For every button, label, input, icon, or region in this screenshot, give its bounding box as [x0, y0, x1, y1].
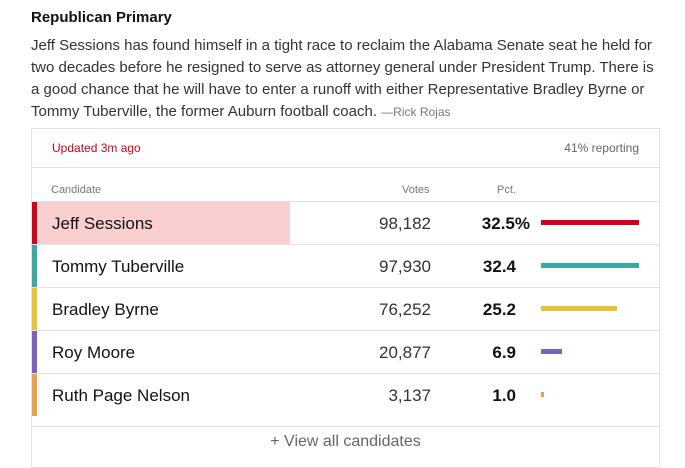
- candidate-votes: 76,252: [379, 300, 431, 319]
- party-color-stripe: [32, 288, 37, 330]
- candidate-row: Tommy Tuberville 97,930 32.4: [32, 244, 659, 287]
- candidate-pct: 25.2: [482, 300, 516, 319]
- candidate-pct: 1.0: [492, 386, 516, 405]
- candidate-votes: 98,182: [379, 214, 431, 233]
- candidate-name: Ruth Page Nelson: [52, 386, 190, 405]
- vote-share-bar: [541, 306, 617, 311]
- vote-share-bar: [541, 349, 562, 354]
- view-all-candidates-button[interactable]: + View all candidates: [32, 426, 659, 457]
- column-header-candidate: Candidate: [51, 184, 102, 196]
- candidate-votes: 97,930: [379, 257, 431, 276]
- candidate-votes: 3,137: [388, 386, 431, 405]
- candidate-row: Roy Moore 20,877 6.9: [32, 330, 659, 373]
- reporting-percentage: 41% reporting: [564, 141, 639, 155]
- vote-share-bar: [541, 220, 639, 225]
- intro-text: Jeff Sessions has found himself in a tig…: [31, 37, 654, 120]
- party-color-stripe: [32, 374, 37, 416]
- party-color-stripe: [32, 331, 37, 373]
- candidate-name: Tommy Tuberville: [52, 257, 185, 276]
- candidate-rows: Jeff Sessions 98,182 32.5% Tommy Tuberville…: [32, 201, 659, 416]
- candidate-row: Ruth Page Nelson 3,137 1.0: [32, 373, 659, 416]
- column-header-pct: Pct.: [497, 184, 516, 196]
- candidate-name: Roy Moore: [52, 343, 136, 362]
- byline: —Rick Rojas: [381, 105, 451, 119]
- updated-timestamp: Updated 3m ago: [52, 141, 141, 155]
- candidate-name: Bradley Byrne: [52, 300, 159, 319]
- party-color-stripe: [32, 202, 37, 244]
- race-title: Republican Primary: [31, 9, 172, 26]
- candidate-pct: 32.4: [482, 257, 516, 276]
- candidate-pct: 32.5%: [481, 214, 530, 233]
- race-description: Jeff Sessions has found himself in a tig…: [31, 35, 661, 123]
- vote-share-bar: [541, 263, 639, 268]
- status-bar: Updated 3m ago 41% reporting: [32, 129, 659, 168]
- leader-highlight: [37, 202, 290, 244]
- column-header-votes: Votes: [402, 184, 430, 196]
- vote-share-bar: [541, 392, 544, 397]
- candidate-row: Jeff Sessions 98,182 32.5%: [32, 201, 659, 244]
- party-color-stripe: [32, 245, 37, 287]
- candidate-name: Jeff Sessions: [52, 214, 153, 233]
- results-table: Updated 3m ago 41% reporting Candidate V…: [31, 128, 660, 468]
- candidate-votes: 20,877: [379, 343, 431, 362]
- candidate-row: Bradley Byrne 76,252 25.2: [32, 287, 659, 330]
- candidate-pct: 6.9: [492, 343, 516, 362]
